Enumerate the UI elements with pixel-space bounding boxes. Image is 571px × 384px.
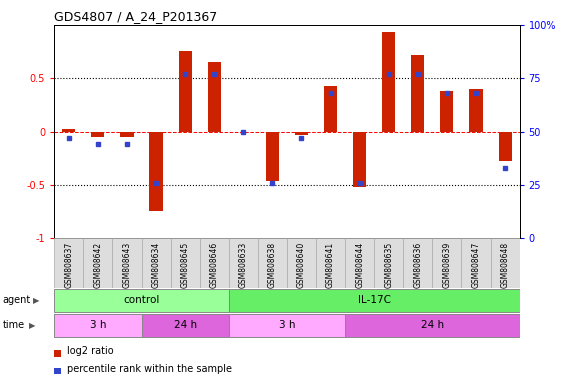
Bar	[266, 131, 279, 180]
Text: control: control	[123, 295, 160, 306]
Text: time: time	[3, 320, 25, 331]
Bar	[382, 32, 395, 131]
Text: GSM808636: GSM808636	[413, 242, 423, 288]
Text: ▶: ▶	[29, 321, 35, 330]
Text: IL-17C: IL-17C	[357, 295, 391, 306]
Bar	[142, 314, 229, 337]
Bar	[91, 131, 104, 137]
Bar	[229, 314, 345, 337]
Text: GSM808638: GSM808638	[268, 242, 277, 288]
Bar	[324, 86, 337, 131]
Bar	[345, 238, 374, 288]
Bar	[54, 314, 142, 337]
Text: GSM808634: GSM808634	[151, 242, 160, 288]
Text: GSM808633: GSM808633	[239, 242, 248, 288]
Text: 3 h: 3 h	[279, 320, 295, 331]
Text: GSM808640: GSM808640	[297, 242, 306, 288]
Text: GSM808641: GSM808641	[326, 242, 335, 288]
Text: 24 h: 24 h	[174, 320, 196, 331]
Bar	[83, 238, 112, 288]
Bar	[490, 238, 520, 288]
Text: GSM808644: GSM808644	[355, 242, 364, 288]
Text: agent: agent	[3, 295, 31, 306]
Bar	[461, 238, 490, 288]
Bar	[62, 129, 75, 131]
Text: GSM808639: GSM808639	[443, 242, 452, 288]
Text: GSM808642: GSM808642	[94, 242, 102, 288]
Text: GSM808648: GSM808648	[501, 242, 509, 288]
Bar	[54, 289, 229, 312]
Text: GSM808635: GSM808635	[384, 242, 393, 288]
Text: 24 h: 24 h	[421, 320, 444, 331]
Bar	[353, 131, 366, 187]
Text: 3 h: 3 h	[90, 320, 106, 331]
Bar	[258, 238, 287, 288]
Bar	[200, 238, 229, 288]
Bar	[432, 238, 461, 288]
Bar	[316, 238, 345, 288]
Bar	[403, 238, 432, 288]
Text: ▶: ▶	[33, 296, 39, 305]
Bar	[287, 238, 316, 288]
Bar	[150, 131, 163, 212]
Bar	[54, 238, 83, 288]
Text: GSM808643: GSM808643	[122, 242, 131, 288]
Bar	[179, 51, 192, 131]
Text: GDS4807 / A_24_P201367: GDS4807 / A_24_P201367	[54, 10, 218, 23]
Text: GSM808647: GSM808647	[472, 242, 480, 288]
Bar	[208, 62, 221, 131]
Bar	[498, 131, 512, 161]
Bar	[440, 91, 453, 131]
Bar	[120, 131, 134, 137]
Bar	[345, 314, 520, 337]
Text: GSM808637: GSM808637	[65, 242, 73, 288]
Bar	[469, 89, 482, 131]
Text: percentile rank within the sample: percentile rank within the sample	[67, 364, 232, 374]
Bar	[112, 238, 142, 288]
Text: GSM808645: GSM808645	[180, 242, 190, 288]
Bar	[295, 131, 308, 135]
Bar	[229, 289, 520, 312]
Bar	[374, 238, 403, 288]
Bar	[171, 238, 200, 288]
Bar	[229, 238, 258, 288]
Bar	[142, 238, 171, 288]
Text: GSM808646: GSM808646	[210, 242, 219, 288]
Text: log2 ratio: log2 ratio	[67, 346, 114, 356]
Bar	[411, 55, 424, 131]
